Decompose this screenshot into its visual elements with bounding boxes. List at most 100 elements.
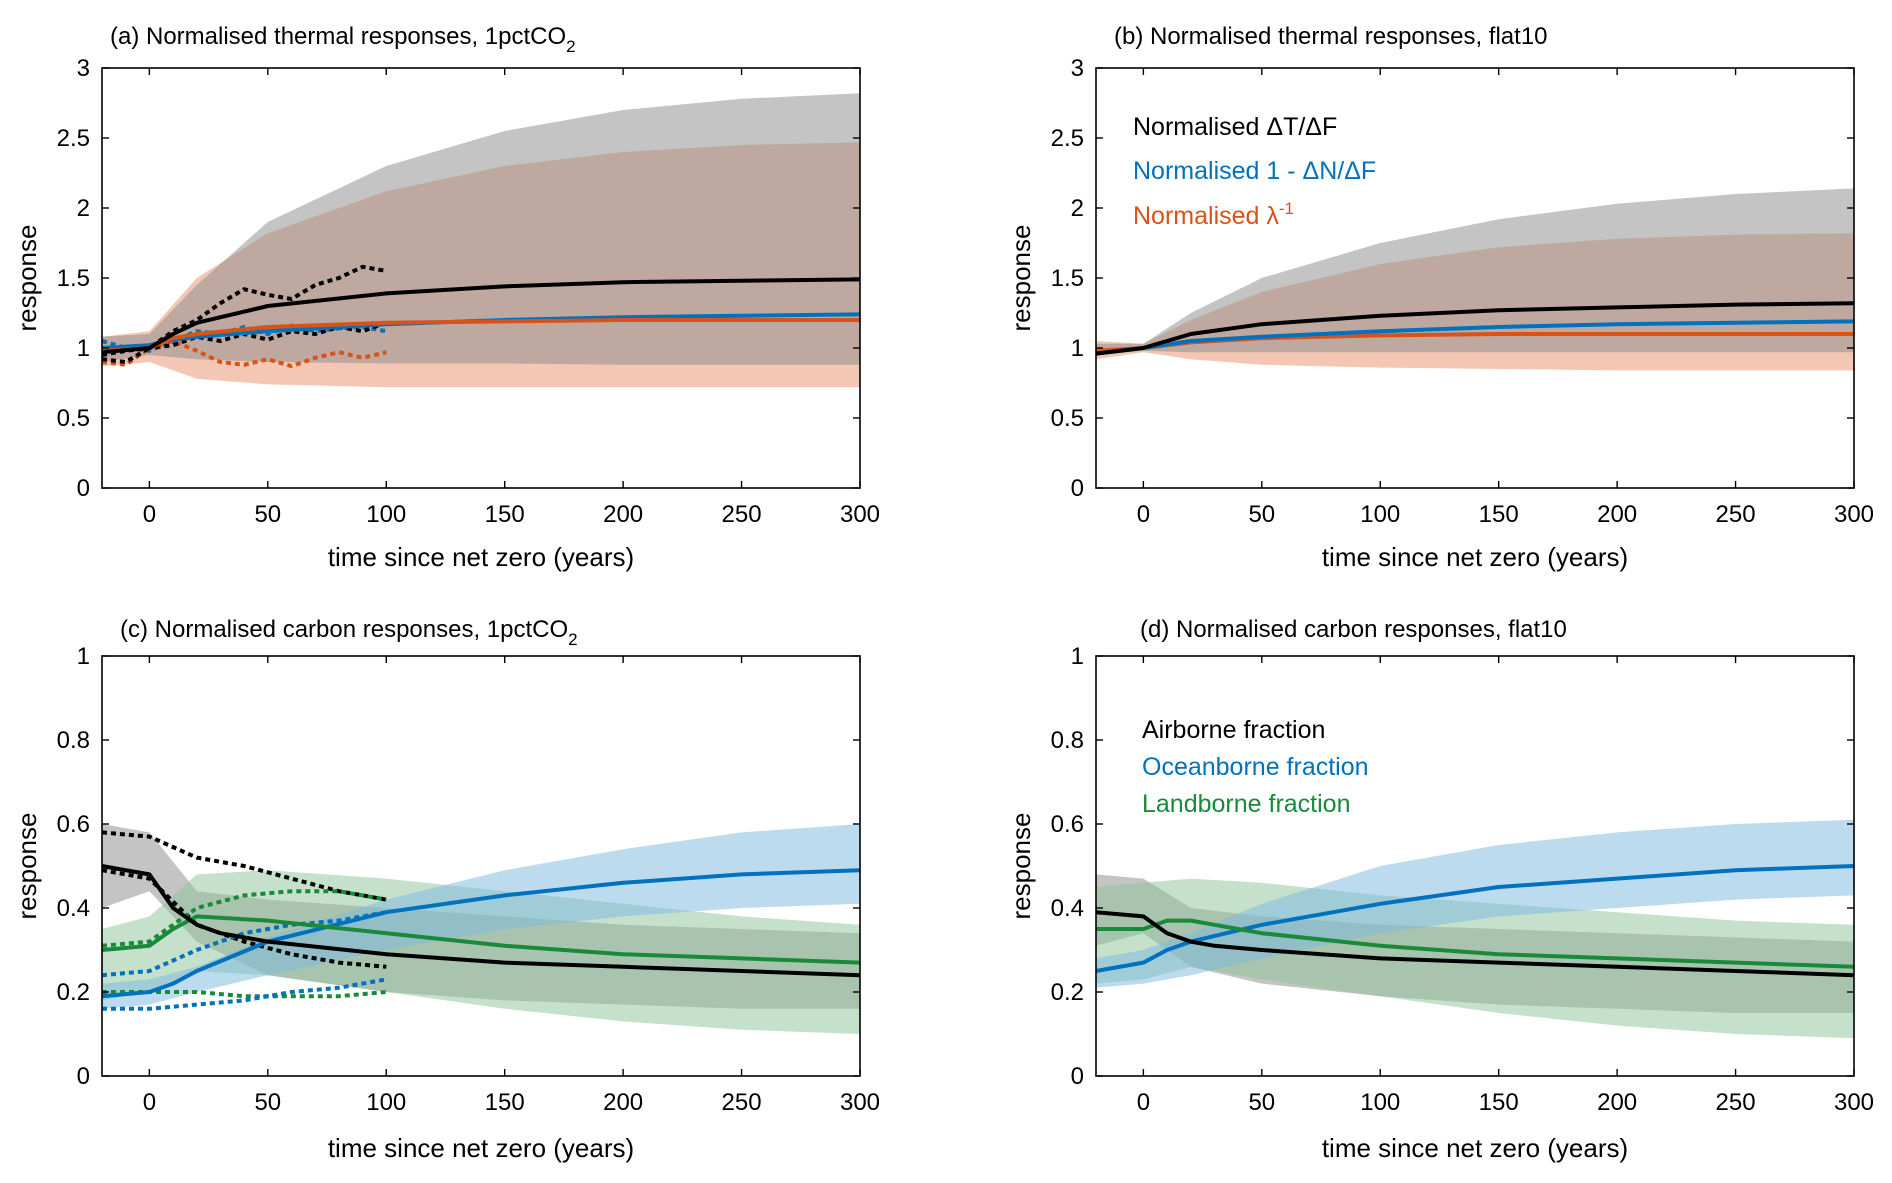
x-tick-label: 100 [366,501,406,528]
y-tick-label: 2 [77,195,90,222]
dotted-line-blue [101,910,387,978]
y-tick-label: 0 [1071,1063,1084,1090]
panel-d-legend: Airborne fraction Oceanborne fraction La… [1142,716,1369,818]
y-tick-label: 0 [77,1063,90,1090]
y-tick-label: 0 [77,475,90,502]
series-line-black [1095,301,1855,356]
y-tick-label: 0.2 [1051,979,1084,1006]
y-tick-label: 0.2 [57,979,90,1006]
panel-c-title: (c) Normalised carbon responses, 1pctCO2 [120,616,578,649]
x-tick-label: 250 [722,501,762,528]
series-line-black [1095,910,1855,978]
y-tick-label: 0.5 [1051,405,1084,432]
x-tick-label: 100 [1360,501,1400,528]
y-tick-label: 3 [1071,55,1084,82]
y-tick-label: 1.5 [57,265,90,292]
axes-box [101,655,861,1077]
x-tick-label: 300 [840,501,880,528]
x-tick-label: 200 [603,501,643,528]
x-tick-label: 250 [1716,1089,1756,1116]
x-tick-label: 250 [1716,501,1756,528]
x-tick-label: 150 [1479,501,1519,528]
y-tick-label: 2.5 [1051,125,1084,152]
legend-entry-temperature: Normalised ΔT/ΔF [1133,113,1337,141]
uncertainty-band-blue [1096,819,1854,988]
panel-b-plot: 0 50 100 150 200 250 300 0 0.5 1 1.5 2 2.5 3 [1051,55,1874,528]
series-line-black [101,864,861,978]
x-tick-label: 200 [603,1089,643,1116]
panel-d-xlabel: time since net zero (years) [1322,1133,1628,1163]
dotted-line-black [101,868,387,969]
x-tick-label: 150 [485,501,525,528]
series-line-black [101,277,861,355]
y-tick-label: 0 [1071,475,1084,502]
x-tick-label: 50 [1248,501,1275,528]
panel-d: (d) Normalised carbon responses, flat10 … [1006,616,1874,1163]
dotted-line-orange [101,338,387,369]
panel-d-ylabel: response [1006,813,1036,920]
panel-d-title: (d) Normalised carbon responses, flat10 [1140,616,1567,643]
panel-a-plot: 0 50 100 150 200 250 300 0 0.5 1 1.5 2 2.5 3 [57,55,880,528]
legend-entry-airborne: Airborne fraction [1142,716,1325,744]
uncertainty-band-gray [1096,188,1854,355]
y-tick-label: 0.4 [57,895,90,922]
panel-c: (c) Normalised carbon responses, 1pctCO2… [12,616,880,1163]
panel-a-title: (a) Normalised thermal responses, 1pctCO… [110,23,576,56]
x-tick-label: 200 [1597,501,1637,528]
legend-entry-landborne: Landborne fraction [1142,790,1350,818]
legend-entry-oceanborne: Oceanborne fraction [1142,753,1369,781]
y-tick-label: 0.8 [57,727,90,754]
axes-box [1095,655,1855,1077]
series-line-blue [1095,319,1855,356]
dotted-line-black [101,830,387,902]
y-tick-label: 0.8 [1051,727,1084,754]
x-tick-label: 300 [840,1089,880,1116]
x-tick-label: 300 [1834,501,1874,528]
y-tick-label: 1 [1071,643,1084,670]
x-tick-label: 100 [1360,1089,1400,1116]
panel-b: (b) Normalised thermal responses, flat10… [1006,23,1874,572]
x-tick-label: 0 [143,1089,156,1116]
x-tick-label: 0 [1137,501,1150,528]
y-tick-label: 0.4 [1051,895,1084,922]
panel-c-xlabel: time since net zero (years) [328,1133,634,1163]
y-tick-label: 1 [1071,335,1084,362]
x-tick-label: 0 [143,501,156,528]
series-line-green [101,914,861,965]
y-tick-label: 3 [77,55,90,82]
x-tick-label: 0 [1137,1089,1150,1116]
legend-entry-feedback: Normalised λ-1 [1133,199,1294,230]
panel-c-ylabel: response [12,813,42,920]
x-tick-label: 200 [1597,1089,1637,1116]
x-tick-label: 250 [722,1089,762,1116]
panel-d-plot: 0 50 100 150 200 250 300 0 0.2 0.4 0.6 0.8 1 [1051,643,1874,1116]
dotted-line-green [101,889,387,948]
series-line-blue [1095,864,1855,973]
y-tick-label: 0.5 [57,405,90,432]
uncertainty-band-gray [102,93,860,365]
dotted-line-black [101,264,387,365]
x-tick-label: 150 [485,1089,525,1116]
x-tick-label: 300 [1834,1089,1874,1116]
dotted-line-blue [102,977,387,1011]
y-tick-label: 2 [1071,195,1084,222]
x-tick-label: 50 [254,1089,281,1116]
legend-entry-heat-uptake: Normalised 1 - ΔN/ΔF [1133,157,1376,185]
y-tick-label: 2.5 [57,125,90,152]
y-tick-label: 1.5 [1051,265,1084,292]
panel-b-legend: Normalised ΔT/ΔF Normalised 1 - ΔN/ΔF No… [1133,113,1376,230]
y-tick-label: 0.6 [1051,811,1084,838]
x-tick-label: 100 [366,1089,406,1116]
x-tick-label: 50 [254,501,281,528]
panel-c-plot: 0 50 100 150 200 250 300 0 0.2 0.4 0.6 0.8 1 [57,643,880,1116]
y-tick-label: 1 [77,335,90,362]
x-tick-label: 150 [1479,1089,1519,1116]
uncertainty-band-blue [102,824,860,1009]
panel-a-xlabel: time since net zero (years) [328,542,634,572]
y-tick-label: 1 [77,643,90,670]
y-tick-label: 0.6 [57,811,90,838]
panel-a: (a) Normalised thermal responses, 1pctCO… [12,23,880,572]
x-tick-label: 50 [1248,1089,1275,1116]
panel-b-xlabel: time since net zero (years) [1322,542,1628,572]
